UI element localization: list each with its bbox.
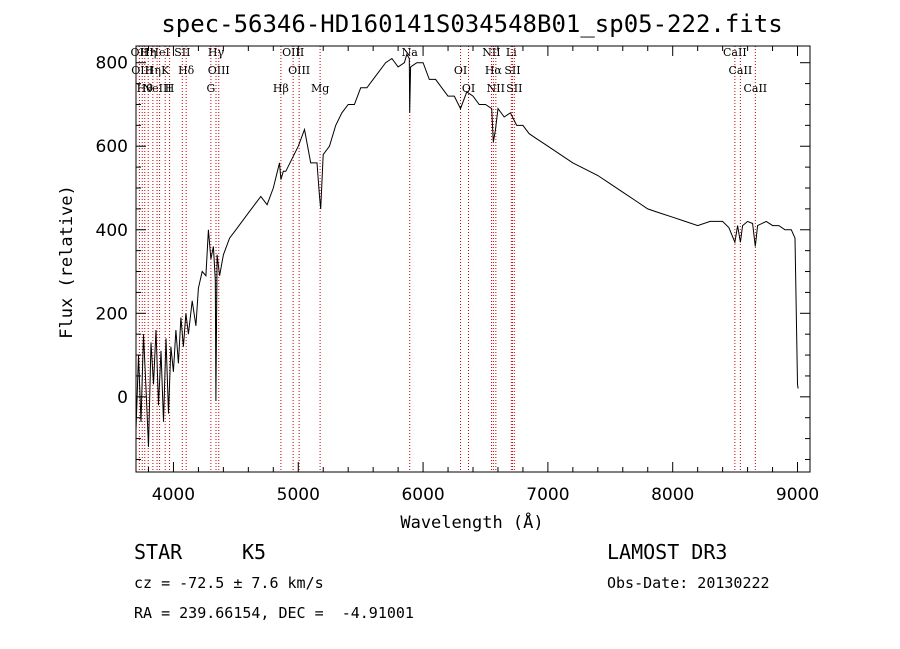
y-tick-label: 800 [96, 54, 128, 74]
line-marker-label: Hα [485, 64, 503, 77]
line-marker-label: Hθ [137, 82, 154, 95]
object-class: STAR [134, 540, 183, 564]
line-marker-label: OII [131, 46, 149, 59]
line-marker-label: OIII [208, 64, 230, 77]
line-marker-label: OIII [288, 64, 310, 77]
line-marker-label: NeIII [143, 82, 172, 95]
line-markers [138, 46, 756, 472]
line-marker-label: HeI [149, 46, 169, 59]
line-marker-label: Hγ [208, 46, 225, 59]
line-marker-label: Na [402, 46, 419, 59]
line-marker-label: OI [462, 82, 475, 95]
line-marker-label: CaII [723, 46, 747, 59]
line-marker-label: Mg [311, 82, 329, 95]
line-marker-label: Hβ [273, 82, 289, 95]
line-marker-label: SII [174, 46, 190, 59]
x-axis-label: Wavelength (Å) [400, 511, 543, 533]
y-axis-ticks: 0 200 400 600 800 [96, 54, 810, 460]
line-marker-label: CaII [743, 82, 767, 95]
line-marker-label: OIII [282, 46, 304, 59]
y-tick-label: 400 [96, 221, 128, 241]
line-marker-label: OI [454, 64, 467, 77]
obs-date-text: Obs-Date: 20130222 [607, 574, 770, 592]
x-tick-label: 4000 [152, 485, 195, 505]
x-tick-label: 7000 [526, 485, 569, 505]
redshift-text: cz = -72.5 ± 7.6 km/s [134, 574, 324, 592]
line-marker-label: K [161, 64, 170, 77]
line-marker-label: Hη [145, 64, 161, 77]
survey-name: LAMOST DR3 [607, 540, 728, 564]
line-marker-label: CaII [729, 64, 753, 77]
x-tick-label: 8000 [651, 485, 694, 505]
line-marker-label: Hδ [178, 64, 195, 77]
line-marker-label: SII [504, 64, 520, 77]
spectrum-line [135, 53, 799, 447]
line-marker-label: Hη [140, 46, 156, 59]
y-tick-label: 600 [96, 137, 128, 157]
chart-title: spec-56346-HD160141S034548B01_sp05-222.f… [161, 10, 782, 38]
line-marker-label: Li [506, 46, 517, 59]
line-marker-label: SII [506, 82, 522, 95]
line-marker-label: NII [482, 46, 500, 59]
x-tick-label: 9000 [776, 485, 819, 505]
line-marker-label: NII [487, 82, 505, 95]
coordinates-text: RA = 239.66154, DEC = -4.91001 [134, 604, 414, 622]
x-tick-label: 6000 [401, 485, 444, 505]
y-tick-label: 0 [117, 388, 128, 408]
y-axis-label: Flux (relative) [57, 185, 77, 339]
y-tick-label: 200 [96, 304, 128, 324]
line-marker-label: OIII [131, 64, 153, 77]
line-marker-label: H [165, 82, 175, 95]
x-axis-ticks: 4000 5000 6000 7000 8000 9000 [147, 46, 819, 505]
x-tick-label: 5000 [277, 485, 320, 505]
plot-frame [135, 45, 811, 473]
line-marker-labels: OII OIII Hθ Hη Hη NeIII HeI KH SII Hδ G Hγ OIII Hβ OII… [131, 46, 768, 95]
line-marker-label: G [206, 82, 215, 95]
object-subclass: K5 [242, 540, 267, 564]
